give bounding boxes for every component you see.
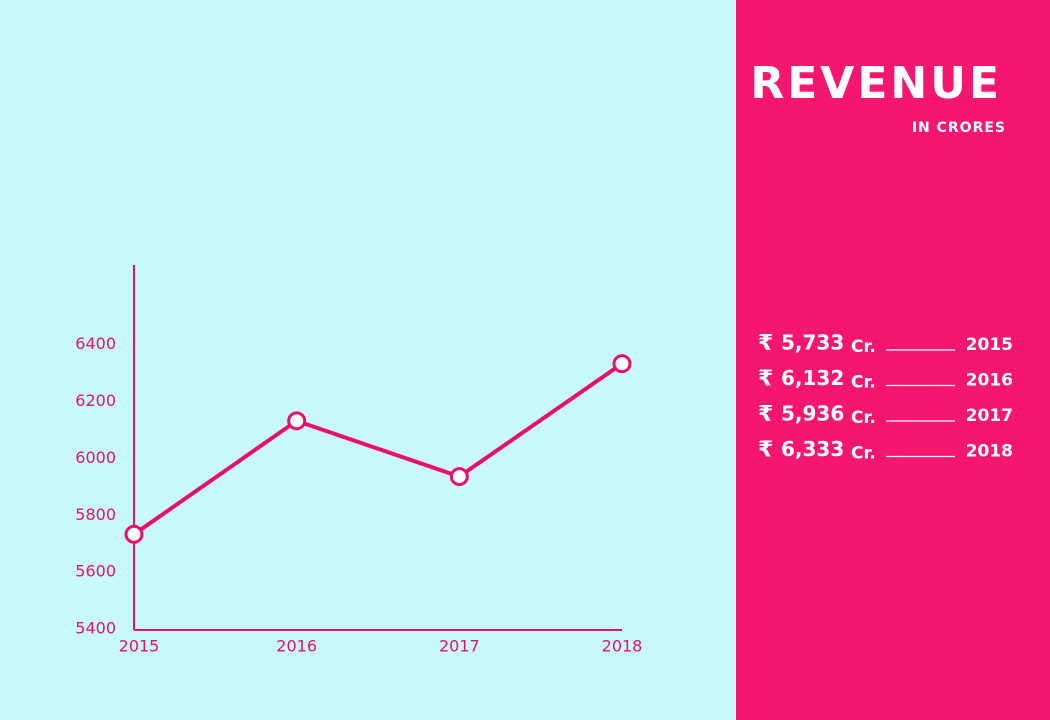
value-label: 6,333 (781, 437, 844, 461)
currency-symbol: ₹ (758, 438, 773, 463)
value-label: 6,132 (781, 366, 844, 390)
unit-label: Cr. (851, 337, 876, 357)
y-tick-label: 5800 (75, 505, 116, 524)
x-tick-label: 2018 (602, 637, 643, 656)
year-label: 2018 (966, 442, 1013, 462)
data-point (287, 411, 307, 431)
value-label: 5,733 (781, 331, 844, 355)
x-tick-label: 2016 (276, 637, 317, 656)
data-point (124, 524, 144, 544)
x-tick-label: 2017 (439, 637, 480, 656)
year-label: 2016 (966, 371, 1013, 391)
chart-subtitle: IN CRORES (912, 120, 1006, 136)
year-label: 2017 (966, 406, 1013, 426)
y-tick-label: 5400 (75, 619, 116, 638)
y-tick-label: 6400 (75, 334, 116, 353)
x-tick-label: 2015 (119, 637, 160, 656)
currency-symbol: ₹ (758, 402, 773, 427)
unit-label: Cr. (851, 408, 876, 428)
y-tick-label: 6000 (75, 448, 116, 467)
side-panel (736, 0, 1050, 720)
data-point (449, 467, 469, 487)
currency-symbol: ₹ (758, 331, 773, 356)
unit-label: Cr. (851, 373, 876, 393)
currency-symbol: ₹ (758, 367, 773, 392)
year-label: 2015 (966, 335, 1013, 355)
value-label: 5,936 (781, 402, 844, 426)
y-tick-label: 5600 (75, 562, 116, 581)
y-tick-label: 6200 (75, 391, 116, 410)
data-point (612, 354, 632, 374)
unit-label: Cr. (851, 444, 876, 464)
chart-title: REVENUE (750, 58, 1002, 109)
data-line (132, 362, 624, 536)
